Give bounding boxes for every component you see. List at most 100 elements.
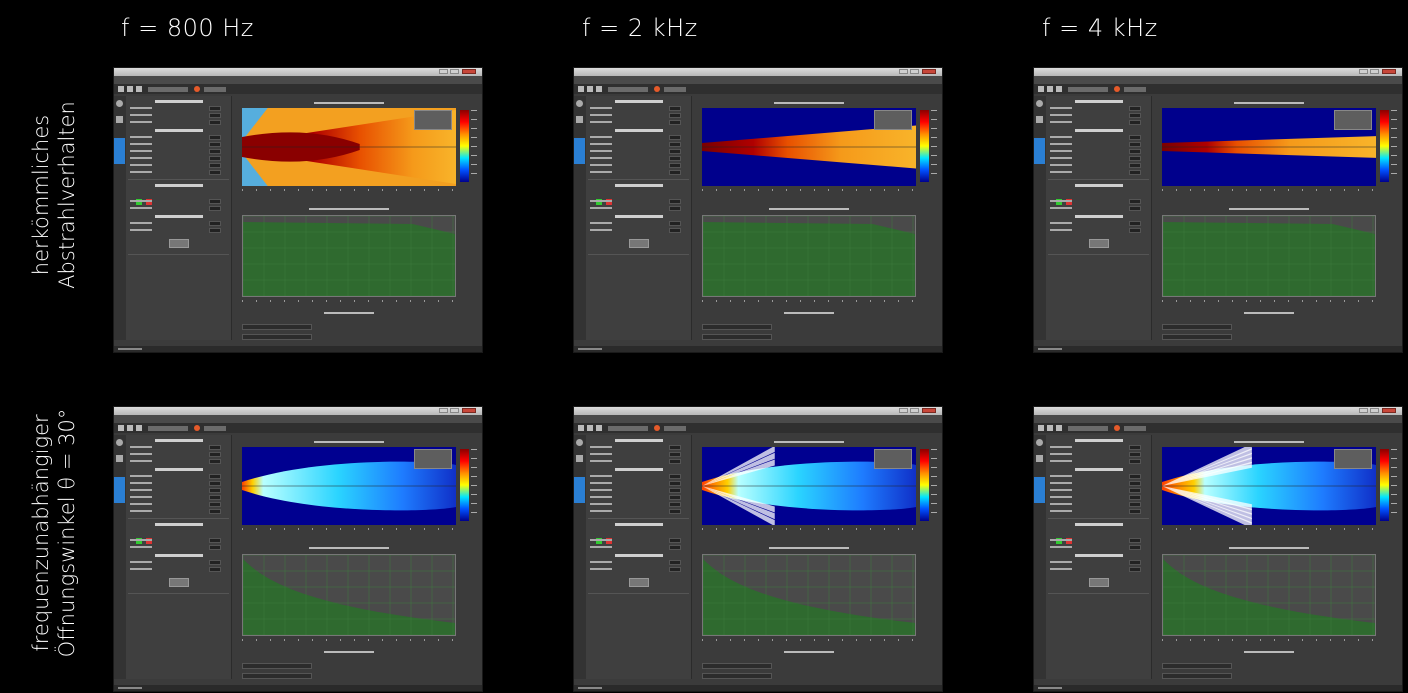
param-field[interactable] (590, 445, 687, 450)
tool-icon[interactable] (1036, 116, 1043, 123)
sim-input[interactable] (242, 663, 312, 669)
param-field[interactable] (590, 567, 687, 572)
record-icon[interactable] (1114, 425, 1120, 431)
toolbar-button[interactable] (204, 426, 226, 431)
toolbar-field[interactable] (148, 87, 188, 92)
add-icon[interactable] (136, 199, 142, 205)
info-icon[interactable] (116, 100, 123, 107)
param-field[interactable] (590, 545, 687, 550)
side-tab-active[interactable] (574, 138, 585, 164)
param-field[interactable] (1050, 228, 1147, 233)
maximize-icon[interactable] (910, 408, 919, 413)
info-icon[interactable] (576, 439, 583, 446)
param-field[interactable] (130, 156, 227, 161)
record-icon[interactable] (654, 425, 660, 431)
maximize-icon[interactable] (1370, 408, 1379, 413)
toolbar-field[interactable] (608, 87, 648, 92)
toolbar-field[interactable] (608, 426, 648, 431)
add-icon[interactable] (1056, 538, 1062, 544)
new-file-icon[interactable] (118, 86, 124, 92)
param-field[interactable] (130, 545, 227, 550)
toolbar-field[interactable] (1068, 87, 1108, 92)
open-file-icon[interactable] (1047, 86, 1053, 92)
close-icon[interactable] (922, 408, 936, 413)
param-field[interactable] (590, 488, 687, 493)
minimize-icon[interactable] (899, 69, 908, 74)
param-field[interactable] (1050, 495, 1147, 500)
param-field[interactable] (1050, 120, 1147, 125)
param-field[interactable] (130, 560, 227, 565)
minimize-icon[interactable] (1359, 408, 1368, 413)
add-icon[interactable] (136, 538, 142, 544)
side-tab-active[interactable] (1034, 138, 1045, 164)
param-field[interactable] (590, 135, 687, 140)
param-field[interactable] (130, 481, 227, 486)
param-field[interactable] (130, 120, 227, 125)
param-field[interactable] (130, 106, 227, 111)
close-icon[interactable] (1382, 408, 1396, 413)
info-icon[interactable] (576, 100, 583, 107)
param-field[interactable] (590, 502, 687, 507)
new-file-icon[interactable] (578, 86, 584, 92)
tool-icon[interactable] (576, 116, 583, 123)
minimize-icon[interactable] (439, 69, 448, 74)
remove-icon[interactable] (146, 538, 152, 544)
param-field[interactable] (590, 163, 687, 168)
param-field[interactable] (130, 206, 227, 211)
param-field[interactable] (1050, 113, 1147, 118)
param-field[interactable] (130, 163, 227, 168)
param-field[interactable] (590, 142, 687, 147)
param-field[interactable] (1050, 221, 1147, 226)
param-field[interactable] (590, 509, 687, 514)
record-icon[interactable] (194, 86, 200, 92)
save-file-icon[interactable] (1056, 425, 1062, 431)
record-icon[interactable] (194, 425, 200, 431)
tool-icon[interactable] (1036, 455, 1043, 462)
param-field[interactable] (130, 135, 227, 140)
open-file-icon[interactable] (127, 86, 133, 92)
param-field[interactable] (590, 228, 687, 233)
side-tab-active[interactable] (114, 138, 125, 164)
save-file-icon[interactable] (1056, 86, 1062, 92)
remove-icon[interactable] (606, 538, 612, 544)
param-field[interactable] (130, 149, 227, 154)
new-file-icon[interactable] (118, 425, 124, 431)
param-field[interactable] (1050, 149, 1147, 154)
sim-input[interactable] (242, 324, 312, 330)
toolbar-button[interactable] (204, 87, 226, 92)
toolbar-button[interactable] (1124, 426, 1146, 431)
new-file-icon[interactable] (1038, 86, 1044, 92)
param-field[interactable] (590, 149, 687, 154)
sim-input[interactable] (702, 324, 772, 330)
side-tab-active[interactable] (114, 477, 125, 503)
param-field[interactable] (590, 106, 687, 111)
remove-icon[interactable] (1066, 199, 1072, 205)
sim-input[interactable] (702, 334, 772, 340)
param-field[interactable] (590, 199, 687, 204)
sim-input[interactable] (702, 673, 772, 679)
param-field[interactable] (130, 170, 227, 175)
maximize-icon[interactable] (450, 408, 459, 413)
param-field[interactable] (1050, 538, 1147, 543)
param-field[interactable] (130, 538, 227, 543)
side-tab-active[interactable] (1034, 477, 1045, 503)
toolbar-button[interactable] (664, 426, 686, 431)
param-field[interactable] (1050, 135, 1147, 140)
param-field[interactable] (590, 560, 687, 565)
param-field[interactable] (1050, 481, 1147, 486)
apply-button[interactable] (1088, 578, 1109, 587)
toolbar-field[interactable] (148, 426, 188, 431)
record-icon[interactable] (1114, 86, 1120, 92)
open-file-icon[interactable] (587, 86, 593, 92)
toolbar-button[interactable] (664, 87, 686, 92)
toolbar-button[interactable] (1124, 87, 1146, 92)
info-icon[interactable] (1036, 100, 1043, 107)
param-field[interactable] (1050, 509, 1147, 514)
sim-input[interactable] (1162, 324, 1232, 330)
sim-input[interactable] (242, 334, 312, 340)
remove-icon[interactable] (146, 199, 152, 205)
new-file-icon[interactable] (578, 425, 584, 431)
param-field[interactable] (130, 488, 227, 493)
add-icon[interactable] (596, 538, 602, 544)
param-field[interactable] (1050, 560, 1147, 565)
